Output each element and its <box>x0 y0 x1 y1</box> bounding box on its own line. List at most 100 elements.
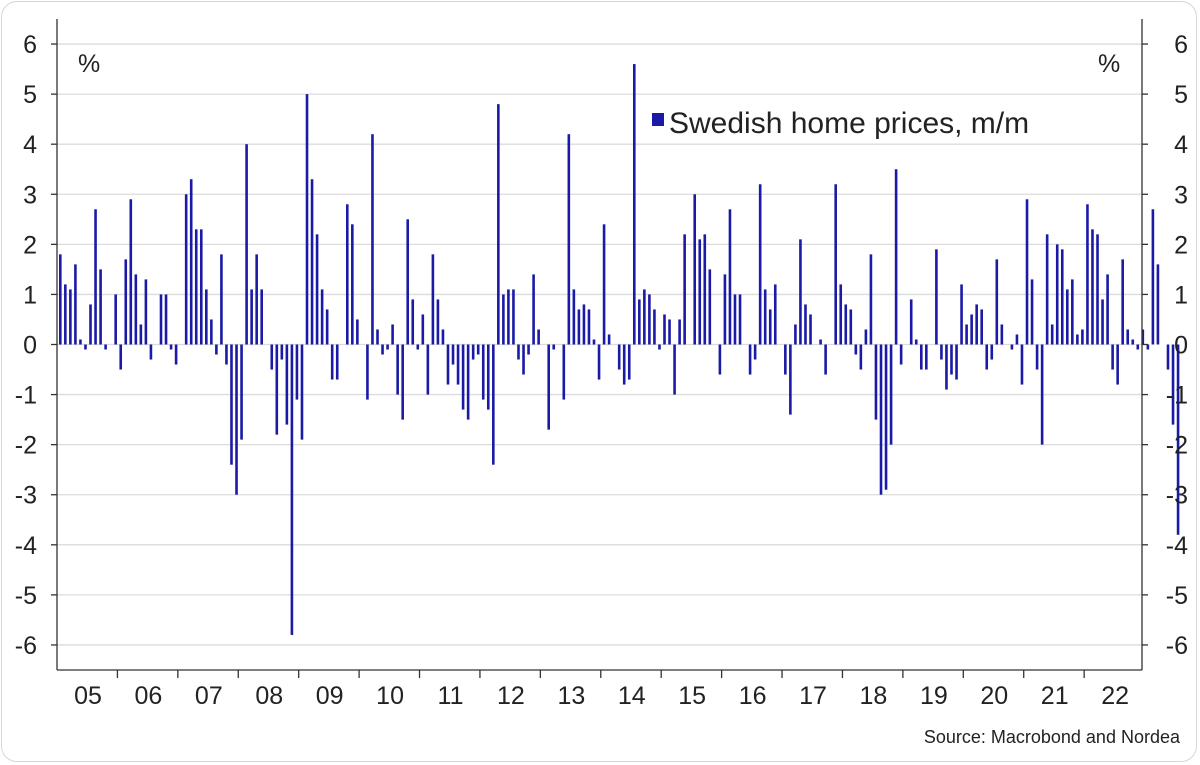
bar <box>995 259 999 345</box>
bar <box>451 344 455 365</box>
bar <box>552 344 556 350</box>
bar <box>139 324 143 345</box>
bar <box>431 254 435 345</box>
left-unit-label: % <box>78 50 100 78</box>
bar <box>119 344 123 370</box>
x-tick-label: 14 <box>618 682 646 710</box>
bar <box>975 304 978 345</box>
bar <box>205 289 208 345</box>
bar <box>663 314 666 345</box>
bar <box>79 339 82 345</box>
bar <box>567 134 571 345</box>
bar <box>773 284 777 345</box>
bar <box>436 299 440 345</box>
bar <box>1121 259 1124 345</box>
bar <box>1025 199 1029 345</box>
bar <box>758 184 762 345</box>
bar <box>879 344 883 495</box>
bar <box>280 344 284 360</box>
bar <box>134 274 138 345</box>
bar <box>1166 344 1170 370</box>
bar <box>255 254 258 345</box>
bar <box>235 344 238 495</box>
bar <box>854 344 858 355</box>
bar <box>909 299 913 345</box>
bar <box>215 344 218 355</box>
bar <box>683 234 686 345</box>
bar-series <box>59 64 1180 635</box>
bar <box>184 194 188 345</box>
y-tick-label-left: 5 <box>23 81 37 109</box>
bar <box>673 344 676 395</box>
bar <box>305 94 309 345</box>
y-tick-label-right: 3 <box>1174 181 1188 209</box>
x-tick-label: 10 <box>376 682 404 710</box>
right-unit-label: % <box>1098 50 1120 78</box>
x-tick-label: 16 <box>739 682 767 710</box>
bar <box>985 344 989 370</box>
x-axis-ticks: 05 06 07 08 09 10 11 12 13 14 15 16 17 18 19 20 21 22 <box>74 670 1129 710</box>
bar <box>416 344 420 350</box>
bar <box>960 284 963 345</box>
x-tick-label: 15 <box>678 682 706 710</box>
bar <box>194 229 198 345</box>
bar <box>492 344 495 465</box>
bar <box>889 344 893 445</box>
bar <box>562 344 566 400</box>
x-tick-label: 18 <box>860 682 888 710</box>
bar <box>955 344 958 380</box>
y-tick-label-right: 1 <box>1174 281 1188 309</box>
bar <box>794 324 797 345</box>
bar <box>270 344 274 370</box>
x-tick-label: 08 <box>255 682 283 710</box>
bar <box>502 294 505 345</box>
bar <box>497 104 500 345</box>
bar <box>345 204 349 345</box>
bar <box>310 179 314 345</box>
x-tick-label: 13 <box>557 682 585 710</box>
bar <box>738 294 742 345</box>
y-tick-label-left: 1 <box>23 281 37 309</box>
y-tick-label-right: -2 <box>1166 432 1188 460</box>
bar <box>849 309 853 345</box>
bar <box>507 289 510 345</box>
bar <box>643 289 646 345</box>
bar <box>1131 339 1135 345</box>
bar <box>804 304 807 345</box>
bar <box>693 194 697 345</box>
bar <box>275 344 279 435</box>
bar <box>260 289 263 345</box>
legend: Swedish home prices, m/m <box>652 107 1029 140</box>
bar <box>1151 209 1155 345</box>
y-tick-label-right: -5 <box>1166 582 1188 610</box>
bar <box>718 344 722 375</box>
bar <box>456 344 460 385</box>
y-tick-label-left: 6 <box>23 31 37 59</box>
bar <box>1176 344 1180 535</box>
bar <box>1101 299 1104 345</box>
bar <box>74 264 77 345</box>
bar <box>381 344 384 355</box>
bar <box>245 144 248 345</box>
x-tick-label: 09 <box>316 682 344 710</box>
bar <box>144 279 148 345</box>
bar <box>527 344 530 355</box>
bar <box>1060 249 1064 345</box>
bar <box>638 299 641 345</box>
bar <box>945 344 948 390</box>
x-tick-label: 12 <box>497 682 525 710</box>
bar <box>763 289 767 345</box>
bar <box>894 169 898 345</box>
x-tick-label: 06 <box>135 682 163 710</box>
bar <box>1000 324 1004 345</box>
bar <box>89 304 92 345</box>
y-tick-label-right: -6 <box>1166 632 1188 660</box>
bar <box>1055 244 1059 345</box>
bar <box>587 309 591 345</box>
y-tick-label-right: 4 <box>1174 131 1188 159</box>
bar <box>653 309 656 345</box>
bar <box>517 344 520 360</box>
x-tick-label: 19 <box>920 682 948 710</box>
y-tick-label-left: -4 <box>15 532 37 560</box>
